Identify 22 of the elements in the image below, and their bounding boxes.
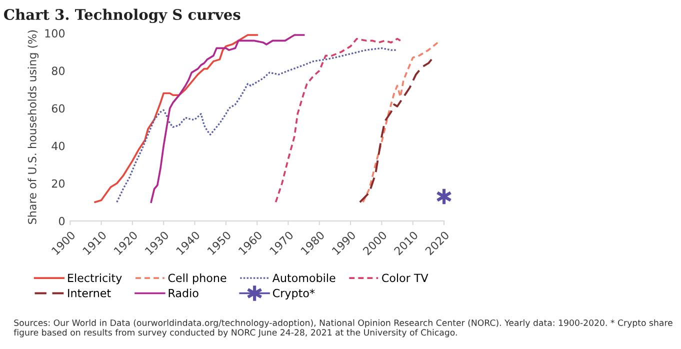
chart-title: Chart 3. Technology S curves	[4, 8, 240, 24]
legend-label: Internet	[68, 289, 111, 298]
y-tick-label: 80	[52, 66, 65, 76]
y-tick-label: 0	[58, 216, 65, 226]
line-series	[274, 38, 402, 204]
legend-label: Crypto*	[272, 288, 315, 300]
line-series	[150, 34, 305, 204]
line-series	[116, 47, 398, 203]
source-note: Sources: Our World in Data (ourworldindata.org/technology-adoption), National Opinion Research Center (NORC). Yearly data: 1900-2020. * Crypto share figure based on results from survey conducted by NORC June 24-28, 2021 at the University of Chicago.	[14, 319, 672, 338]
legend-label: Cell phone	[168, 273, 226, 284]
line-series	[94, 34, 258, 204]
y-tick-label: 60	[52, 104, 65, 113]
legend-label: Electricity	[68, 273, 122, 284]
legend-label: Color TV	[382, 273, 428, 282]
legend-label: Automobile	[272, 273, 336, 282]
line-series	[358, 58, 433, 204]
y-tick-label: 100	[45, 29, 65, 38]
legend-label: Radio	[168, 288, 198, 298]
y-axis-title: Share of U.S. households using (%)	[28, 30, 39, 224]
line-series	[362, 42, 439, 204]
y-tick-label: 40	[52, 142, 65, 150]
y-tick-label: 20	[52, 179, 65, 188]
